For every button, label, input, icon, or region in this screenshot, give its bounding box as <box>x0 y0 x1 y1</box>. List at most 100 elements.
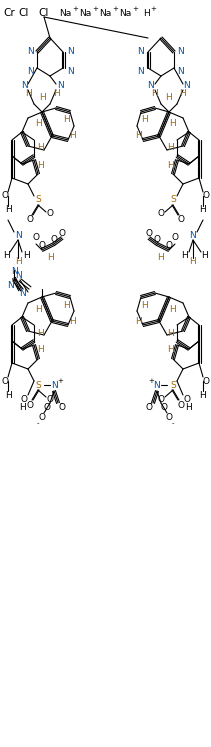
Text: O: O <box>32 234 39 243</box>
Text: N: N <box>15 270 21 279</box>
Text: O: O <box>184 394 191 403</box>
Text: H: H <box>63 300 69 309</box>
Text: H: H <box>35 305 41 314</box>
Text: O: O <box>58 229 65 238</box>
Text: +: + <box>57 378 63 384</box>
Text: +: + <box>72 6 78 12</box>
Text: S: S <box>170 380 176 389</box>
Text: O: O <box>172 234 179 243</box>
Text: O: O <box>58 403 65 412</box>
Text: H: H <box>39 93 45 102</box>
Text: H: H <box>63 116 69 125</box>
Text: H: H <box>136 131 142 140</box>
Text: H: H <box>186 403 192 412</box>
Text: N: N <box>7 281 13 290</box>
Text: O: O <box>38 412 46 421</box>
Text: N: N <box>138 66 144 75</box>
Text: H: H <box>69 131 75 140</box>
Text: N: N <box>178 66 184 75</box>
Text: H: H <box>166 93 172 102</box>
Text: H: H <box>136 317 142 326</box>
Text: N: N <box>67 66 73 75</box>
Text: +: + <box>132 6 138 12</box>
Text: O: O <box>177 400 184 409</box>
Text: H: H <box>202 250 208 259</box>
Text: H: H <box>142 116 148 125</box>
Text: N: N <box>57 81 63 90</box>
Text: H: H <box>37 329 43 338</box>
Text: H: H <box>143 8 149 17</box>
Text: +: + <box>92 6 98 12</box>
Text: H: H <box>168 161 174 170</box>
Text: Na: Na <box>119 8 131 17</box>
Text: +: + <box>148 378 154 384</box>
Text: O: O <box>27 400 34 409</box>
Text: H: H <box>158 253 164 262</box>
Text: N: N <box>11 267 17 276</box>
Text: S: S <box>170 196 176 205</box>
Text: O: O <box>165 412 173 421</box>
Text: H: H <box>180 88 186 98</box>
Text: N: N <box>15 231 21 240</box>
Text: H: H <box>19 403 25 412</box>
Text: O: O <box>146 403 153 412</box>
Text: Cl: Cl <box>39 8 49 18</box>
Text: O: O <box>203 376 210 385</box>
Text: -: - <box>172 420 174 426</box>
Text: O: O <box>177 215 184 225</box>
Text: O: O <box>1 376 8 385</box>
Text: N: N <box>27 48 33 57</box>
Text: O: O <box>43 403 50 412</box>
Text: H: H <box>5 205 11 214</box>
Text: O: O <box>46 394 54 403</box>
Text: H: H <box>190 258 196 267</box>
Text: Cl: Cl <box>19 8 29 18</box>
Text: O: O <box>50 235 58 244</box>
Text: H: H <box>35 120 41 128</box>
Text: N: N <box>67 48 73 57</box>
Text: N: N <box>27 66 33 75</box>
Text: Na: Na <box>99 8 111 17</box>
Text: H: H <box>200 205 206 214</box>
Text: +: + <box>112 6 118 12</box>
Text: O: O <box>157 209 165 219</box>
Text: -: - <box>59 400 63 409</box>
Text: N: N <box>148 81 154 90</box>
Text: H: H <box>168 346 174 355</box>
Text: S: S <box>35 380 41 389</box>
Text: O: O <box>46 209 54 219</box>
Text: S: S <box>35 196 41 205</box>
Text: O: O <box>38 241 46 249</box>
Text: H: H <box>37 346 43 355</box>
Text: -: - <box>148 400 152 409</box>
Text: O: O <box>20 394 27 403</box>
Text: O: O <box>157 394 165 403</box>
Text: H: H <box>168 329 174 338</box>
Text: H: H <box>170 305 176 314</box>
Text: Na: Na <box>79 8 91 17</box>
Text: N: N <box>21 81 27 90</box>
Text: O: O <box>146 229 153 238</box>
Text: H: H <box>37 161 43 170</box>
Text: H: H <box>170 120 176 128</box>
Text: H: H <box>47 253 53 262</box>
Text: H: H <box>37 143 43 152</box>
Text: N: N <box>178 48 184 57</box>
Text: O: O <box>153 235 161 244</box>
Text: H: H <box>182 250 188 259</box>
Text: H: H <box>69 317 75 326</box>
Text: O: O <box>1 191 8 200</box>
Text: N: N <box>154 380 160 389</box>
Text: H: H <box>25 88 31 98</box>
Text: N: N <box>138 48 144 57</box>
Text: H: H <box>53 88 59 98</box>
Text: N: N <box>184 81 190 90</box>
Text: H: H <box>152 88 158 98</box>
Text: H: H <box>23 250 29 259</box>
Text: O: O <box>165 241 173 249</box>
Text: H: H <box>5 391 11 400</box>
Text: O: O <box>27 215 34 225</box>
Text: H: H <box>142 300 148 309</box>
Text: H: H <box>168 143 174 152</box>
Text: H: H <box>3 250 9 259</box>
